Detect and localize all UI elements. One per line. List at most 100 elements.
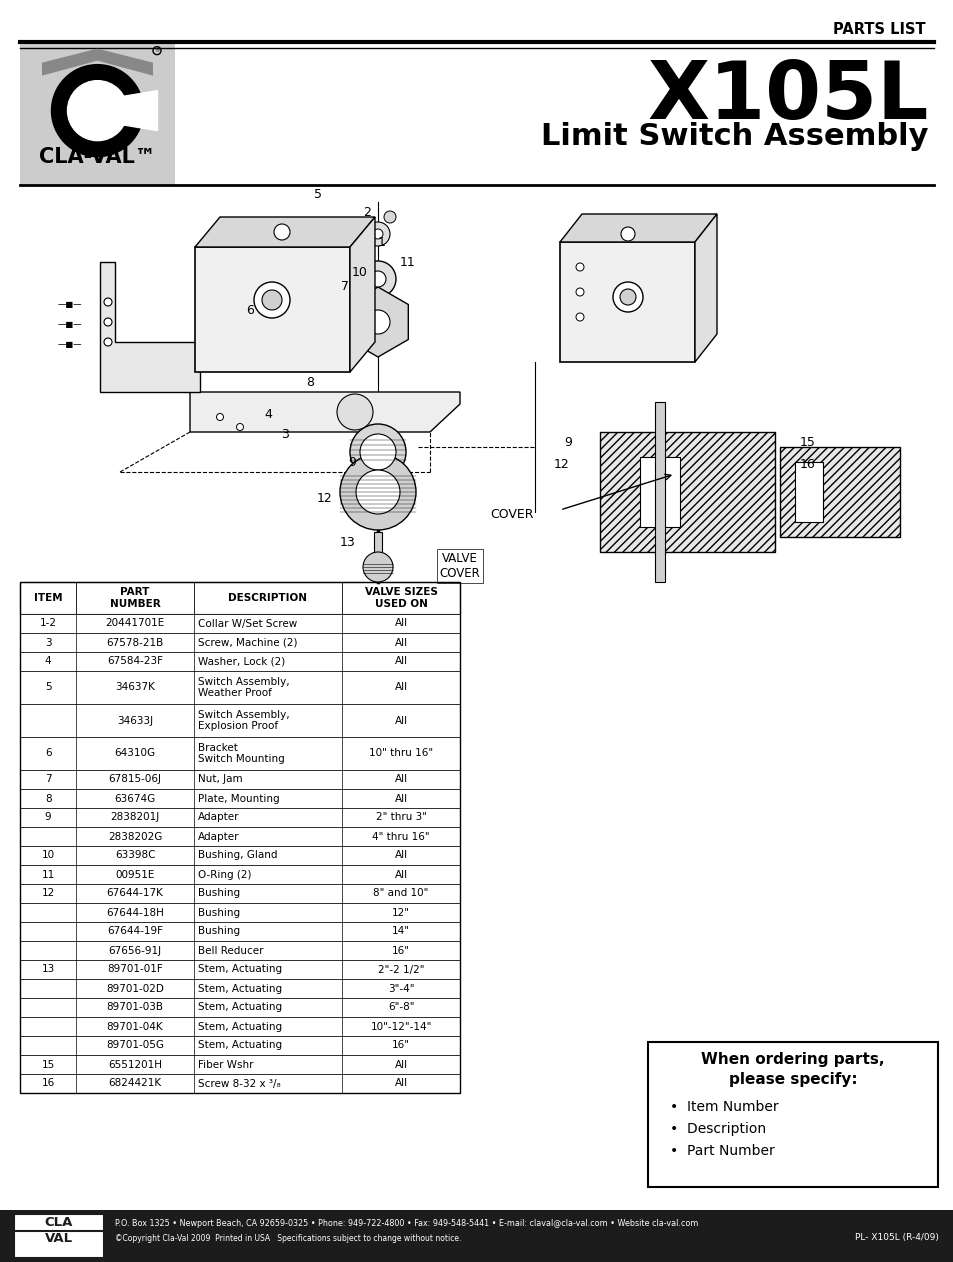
Text: 5: 5: [45, 683, 51, 693]
Text: 12: 12: [554, 458, 569, 471]
Text: All: All: [394, 851, 407, 861]
Bar: [559, 242, 695, 362]
Text: 00951E: 00951E: [115, 870, 154, 880]
Text: 67644-17K: 67644-17K: [107, 888, 163, 899]
Circle shape: [355, 469, 399, 514]
Circle shape: [51, 64, 143, 156]
Bar: [20, 941, 459, 960]
Text: 8: 8: [45, 794, 51, 804]
Text: 9: 9: [45, 813, 51, 823]
Text: 6551201H: 6551201H: [108, 1060, 162, 1069]
Bar: [780, 447, 899, 538]
Text: Bushing: Bushing: [197, 907, 239, 917]
Text: 16": 16": [392, 1040, 410, 1050]
Bar: [374, 533, 381, 562]
Circle shape: [274, 223, 290, 240]
Circle shape: [384, 211, 395, 223]
Text: 2: 2: [363, 206, 371, 218]
Text: All: All: [394, 637, 407, 647]
Polygon shape: [347, 286, 408, 357]
Text: VALVE
COVER: VALVE COVER: [439, 551, 480, 581]
Bar: [194, 247, 350, 372]
Text: 20441701E: 20441701E: [106, 618, 165, 628]
Polygon shape: [190, 392, 459, 432]
Bar: [20, 960, 459, 979]
Text: 14": 14": [392, 926, 410, 936]
Text: All: All: [394, 775, 407, 785]
Text: 67578-21B: 67578-21B: [107, 637, 164, 647]
Text: 67584-23F: 67584-23F: [107, 656, 163, 666]
Bar: [20, 789, 459, 808]
Bar: [20, 846, 459, 864]
Text: 89701-01F: 89701-01F: [107, 964, 163, 974]
Text: 2" thru 3": 2" thru 3": [375, 813, 426, 823]
Text: Bushing: Bushing: [197, 926, 239, 936]
Circle shape: [216, 414, 223, 420]
Text: 89701-02D: 89701-02D: [106, 983, 164, 993]
Text: Stem, Actuating: Stem, Actuating: [197, 1021, 282, 1031]
Circle shape: [104, 338, 112, 346]
Text: All: All: [394, 716, 407, 726]
Circle shape: [373, 228, 382, 239]
Bar: [20, 998, 459, 1017]
Bar: [20, 864, 459, 883]
Text: 7: 7: [340, 280, 349, 294]
Text: Adapter: Adapter: [197, 813, 239, 823]
Bar: [20, 582, 459, 1093]
Text: Limit Switch Assembly: Limit Switch Assembly: [541, 122, 928, 151]
Circle shape: [576, 288, 583, 297]
Text: 2838202G: 2838202G: [108, 832, 162, 842]
Text: 10" thru 16": 10" thru 16": [369, 748, 433, 758]
Text: 4" thru 16": 4" thru 16": [372, 832, 430, 842]
Text: COVER: COVER: [490, 507, 533, 520]
Circle shape: [262, 290, 282, 310]
Text: All: All: [394, 794, 407, 804]
Text: Stem, Actuating: Stem, Actuating: [197, 983, 282, 993]
Text: 67644-18H: 67644-18H: [106, 907, 164, 917]
Circle shape: [350, 424, 406, 480]
Text: 3: 3: [45, 637, 51, 647]
Text: Stem, Actuating: Stem, Actuating: [197, 1040, 282, 1050]
Text: 1-2: 1-2: [40, 618, 56, 628]
Bar: [20, 704, 459, 737]
Bar: [20, 979, 459, 998]
Circle shape: [336, 394, 373, 430]
Circle shape: [576, 313, 583, 321]
Bar: [20, 904, 459, 923]
Bar: [20, 827, 459, 846]
Text: 34637K: 34637K: [115, 683, 154, 693]
Text: All: All: [394, 618, 407, 628]
Text: 63674G: 63674G: [114, 794, 155, 804]
Text: Bushing: Bushing: [197, 888, 239, 899]
Circle shape: [619, 289, 636, 305]
Text: P.O. Box 1325 • Newport Beach, CA 92659-0325 • Phone: 949-722-4800 • Fax: 949-54: P.O. Box 1325 • Newport Beach, CA 92659-…: [115, 1219, 698, 1228]
Text: Screw 8-32 x ³/₈: Screw 8-32 x ³/₈: [197, 1079, 280, 1089]
Text: X105L: X105L: [647, 58, 928, 136]
Text: Collar W/Set Screw: Collar W/Set Screw: [197, 618, 296, 628]
Text: Washer, Lock (2): Washer, Lock (2): [197, 656, 285, 666]
Circle shape: [359, 434, 395, 469]
Circle shape: [236, 424, 243, 430]
Polygon shape: [42, 49, 152, 76]
Bar: [20, 923, 459, 941]
Text: 2838201J: 2838201J: [111, 813, 159, 823]
Circle shape: [366, 310, 390, 334]
Text: 89701-05G: 89701-05G: [106, 1040, 164, 1050]
Text: 67656-91J: 67656-91J: [109, 945, 161, 955]
Text: 6824421K: 6824421K: [109, 1079, 161, 1089]
Text: 67644-19F: 67644-19F: [107, 926, 163, 936]
Text: Switch Assembly,
Weather Proof: Switch Assembly, Weather Proof: [197, 676, 289, 698]
Circle shape: [620, 227, 635, 241]
Text: 12: 12: [42, 888, 54, 899]
Circle shape: [339, 454, 416, 530]
Text: ©Copyright Cla-Val 2009  Printed in USA   Specifications subject to change witho: ©Copyright Cla-Val 2009 Printed in USA S…: [115, 1234, 461, 1243]
Text: •  Item Number: • Item Number: [669, 1100, 778, 1114]
Bar: [20, 671, 459, 704]
Text: 89701-03B: 89701-03B: [107, 1002, 163, 1012]
Bar: [20, 615, 459, 634]
Text: 89701-04K: 89701-04K: [107, 1021, 163, 1031]
Circle shape: [366, 222, 390, 246]
Text: 16: 16: [42, 1079, 54, 1089]
Text: 1: 1: [377, 236, 386, 249]
Text: —■—: —■—: [57, 339, 82, 348]
